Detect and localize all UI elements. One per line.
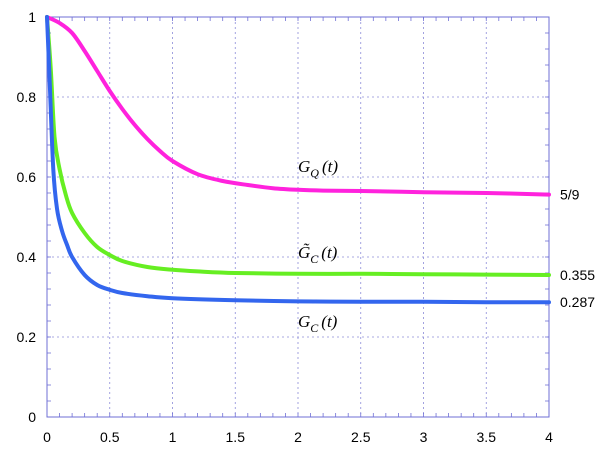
x-tick-label: 2.5 (351, 429, 371, 445)
end-value-label: 0.287 (560, 294, 595, 310)
series-label-g-c-tilde: G̃C (t) (298, 243, 338, 266)
plot-frame (46, 16, 550, 418)
y-tick-label: 1 (28, 9, 36, 25)
y-tick-label: 0.6 (17, 169, 37, 185)
series-lines (45, 15, 551, 305)
x-tick-label: 3 (420, 429, 428, 445)
end-value-labels: 5/9 0.355 0.287 (560, 187, 595, 311)
x-tick-label: 2 (294, 429, 302, 445)
axes: 0 0.5 1 1.5 2 2.5 3 3.5 4 0 0.2 0.4 0.6 0.8 1 (17, 9, 554, 445)
x-tick-label: 1.5 (226, 429, 246, 445)
end-value-label: 0.355 (560, 267, 595, 283)
x-tick-label: 1 (169, 429, 177, 445)
x-tick-label: 0.5 (100, 429, 120, 445)
x-tick-label: 4 (545, 429, 553, 445)
series-label-g-c: GC (t) (298, 312, 338, 335)
series-line-g-c-tilde (45, 15, 551, 277)
series-line-g-q (45, 15, 551, 197)
y-tick-label: 0 (28, 409, 36, 425)
series-label-g-q: GQ (t) (298, 157, 338, 180)
y-tick-label: 0.2 (17, 329, 37, 345)
series-line-g-c (45, 15, 551, 305)
x-tick-label: 0 (43, 429, 51, 445)
grid (47, 17, 549, 417)
series-labels: GQ (t) G̃C (t) GC (t) (298, 157, 338, 335)
x-tick-label: 3.5 (477, 429, 497, 445)
end-value-label: 5/9 (560, 187, 580, 203)
y-tick-label: 0.4 (17, 249, 37, 265)
y-tick-label: 0.8 (17, 89, 37, 105)
